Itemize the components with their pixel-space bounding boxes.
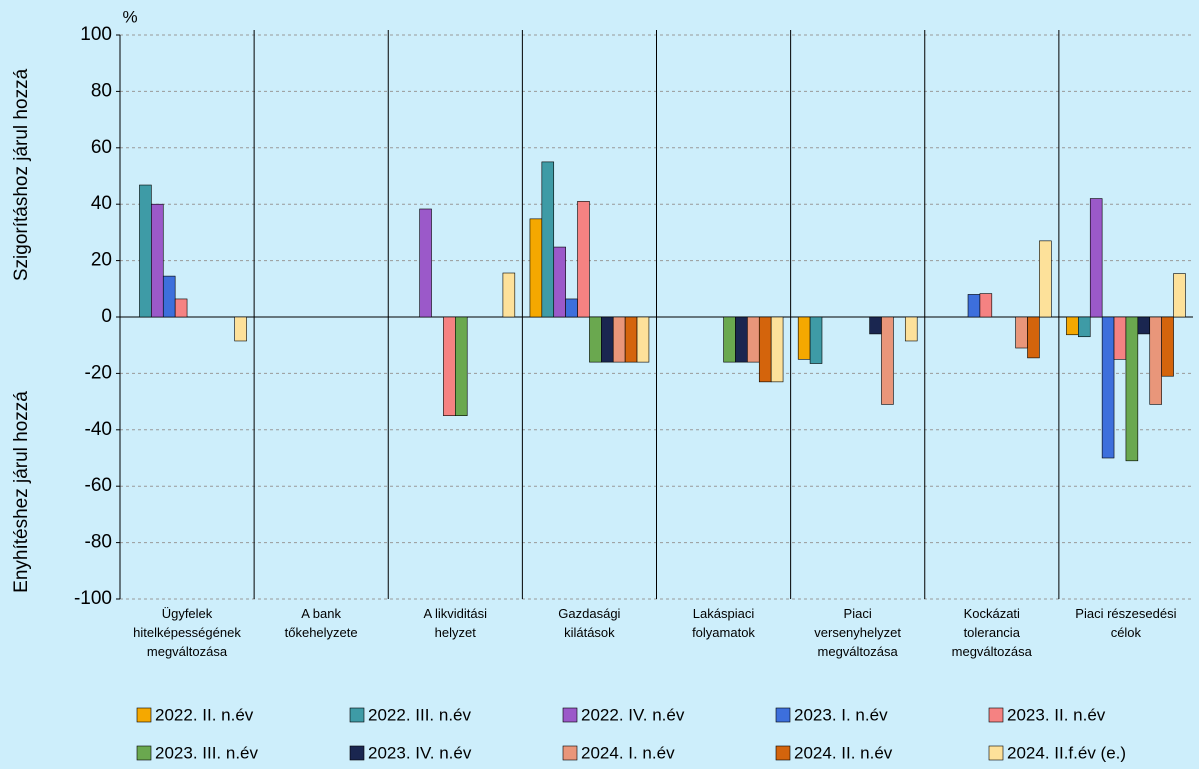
bar <box>967 294 981 318</box>
y-tick-label: 20 <box>91 250 112 271</box>
legend-label: 2022. II. n.év <box>155 705 254 724</box>
y-tick-label: 80 <box>91 80 112 101</box>
legend-label: 2024. I. n.év <box>581 743 675 762</box>
bar <box>797 316 811 360</box>
y-label-lower: Enyhítéshez járul hozzá <box>11 391 32 593</box>
x-tick-label: Kockázati tolerancia megváltozása <box>951 606 1032 659</box>
bar <box>624 316 638 363</box>
bar <box>502 272 516 318</box>
legend-label: 2023. II. n.év <box>1007 705 1106 724</box>
bar <box>174 298 188 318</box>
bar <box>809 316 823 364</box>
x-tick-label: Piaci versenyhelyzet megváltozása <box>814 606 901 659</box>
bar <box>1137 316 1151 335</box>
legend-label: 2023. III. n.év <box>155 743 259 762</box>
x-tick-label: A likviditási helyzet <box>423 606 488 640</box>
bar <box>612 316 626 363</box>
bar <box>162 275 176 318</box>
bar <box>589 316 602 363</box>
y-label-upper: Szigorításhoz járul hozzá <box>11 68 32 281</box>
bar <box>529 218 543 318</box>
y-tick-label: -80 <box>85 532 112 553</box>
x-tick-label: A bank tőkehelyzete <box>284 606 358 640</box>
legend-swatch <box>775 745 791 761</box>
bar <box>601 316 614 363</box>
y-tick-label: -60 <box>85 475 112 496</box>
legend-label: 2024. II.f.év (e.) <box>1007 743 1126 762</box>
bar <box>758 316 772 383</box>
legend-swatch <box>562 745 578 761</box>
x-tick-label: Lakáspiaci folyamatok <box>692 606 755 640</box>
bar <box>904 316 918 342</box>
y-tick-label: -40 <box>85 419 112 440</box>
bar <box>419 208 432 318</box>
bar <box>553 246 566 318</box>
bar <box>1113 316 1127 360</box>
legend-swatch <box>988 707 1004 723</box>
bar <box>979 293 993 318</box>
bar <box>139 184 152 318</box>
bar <box>881 316 894 405</box>
y-tick-label: 60 <box>91 137 112 158</box>
bar <box>1101 316 1115 459</box>
bar <box>1173 273 1186 318</box>
bar <box>1027 316 1040 359</box>
y-tick-label: 100 <box>80 24 112 45</box>
bar <box>735 316 748 363</box>
bar <box>1089 198 1103 318</box>
y-tick-label: -100 <box>74 588 112 609</box>
bar <box>723 316 736 363</box>
y-tick-label: -20 <box>85 362 112 383</box>
bar <box>869 316 882 335</box>
legend-label: 2022. III. n.év <box>368 705 472 724</box>
legend-swatch <box>136 707 152 723</box>
bar <box>1161 316 1174 377</box>
bar <box>565 298 578 318</box>
bar <box>1125 316 1139 462</box>
legend-swatch <box>136 745 152 761</box>
y-tick-label: 40 <box>91 193 112 214</box>
legend-swatch <box>775 707 791 723</box>
legend-swatch <box>349 745 365 761</box>
bar <box>747 316 760 363</box>
bar <box>636 316 650 363</box>
bar <box>455 316 468 416</box>
bar <box>1039 240 1052 318</box>
legend-label: 2024. II. n.év <box>794 743 893 762</box>
x-tick-label: Piaci részesedési célok <box>1075 606 1177 640</box>
legend-swatch <box>988 745 1004 761</box>
bar <box>1149 316 1162 405</box>
x-tick-label: Ügyfelek hitelképességének megváltozása <box>133 606 241 659</box>
x-tick-label: Gazdasági kilátások <box>558 606 621 640</box>
bar <box>1066 316 1079 336</box>
y-tick-label: 0 <box>101 306 112 327</box>
bar <box>151 203 164 318</box>
bar <box>770 316 784 383</box>
bar <box>541 161 555 318</box>
legend-swatch <box>349 707 365 723</box>
legend-label: 2023. IV. n.év <box>368 743 472 762</box>
bar <box>234 316 247 342</box>
unit-label: % <box>122 7 137 26</box>
legend-label: 2023. I. n.év <box>794 705 888 724</box>
legend-label: 2022. IV. n.év <box>581 705 685 724</box>
bar <box>1015 316 1028 349</box>
bar <box>577 201 590 318</box>
legend-swatch <box>562 707 578 723</box>
bar <box>1078 316 1091 338</box>
bar <box>443 316 456 416</box>
